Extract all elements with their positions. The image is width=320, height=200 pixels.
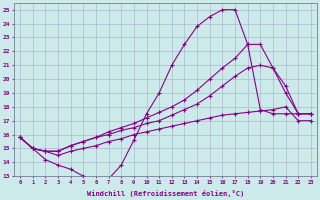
X-axis label: Windchill (Refroidissement éolien,°C): Windchill (Refroidissement éolien,°C) [87,190,244,197]
